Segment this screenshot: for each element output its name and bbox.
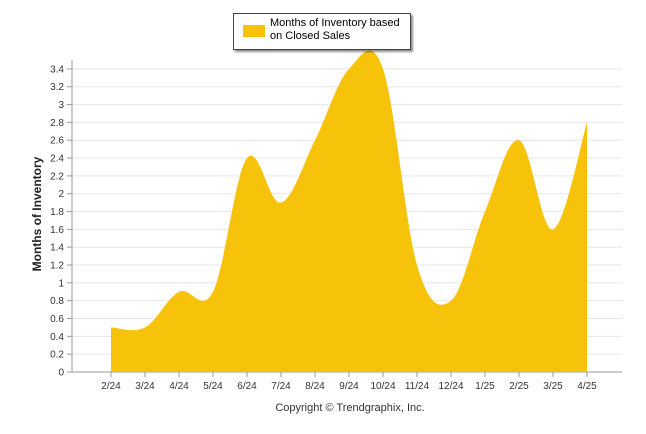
y-tick-label: 2 <box>58 189 64 200</box>
y-tick-label: 3 <box>58 100 64 111</box>
y-tick-label: 1 <box>58 278 64 289</box>
y-tick-label: 1.2 <box>50 261 64 272</box>
y-tick-label: 3.4 <box>50 64 64 75</box>
legend-label: Months of Inventory based on Closed Sale… <box>270 17 400 42</box>
legend-swatch <box>243 25 265 37</box>
y-tick-label: 0 <box>58 368 64 379</box>
x-tick-label: 6/24 <box>237 381 257 392</box>
y-tick-label: 2.6 <box>50 136 64 147</box>
y-tick-label: 0.2 <box>50 350 64 361</box>
y-tick-label: 1.4 <box>50 243 64 254</box>
x-tick-label: 1/25 <box>475 381 495 392</box>
legend: Months of Inventory based on Closed Sale… <box>233 13 411 50</box>
y-tick-label: 0.8 <box>50 296 64 307</box>
y-tick-label: 2.8 <box>50 118 64 129</box>
series-area <box>111 50 587 373</box>
x-tick-label: 8/24 <box>305 381 325 392</box>
y-tick-label: 2.2 <box>50 171 64 182</box>
x-tick-label: 7/24 <box>271 381 291 392</box>
y-tick-label: 1.8 <box>50 207 64 218</box>
x-tick-label: 4/25 <box>577 381 597 392</box>
x-tick-label: 2/24 <box>101 381 121 392</box>
y-tick-label: 3.2 <box>50 82 64 93</box>
x-tick-label: 2/25 <box>509 381 529 392</box>
x-tick-label: 3/24 <box>135 381 155 392</box>
y-tick-label: 0.4 <box>50 332 64 343</box>
x-tick-label: 3/25 <box>543 381 563 392</box>
x-tick-label: 12/24 <box>438 381 463 392</box>
y-tick-label: 2.4 <box>50 154 64 165</box>
y-tick-label: 1.6 <box>50 225 64 236</box>
y-tick-label: 0.6 <box>50 314 64 325</box>
x-tick-label: 9/24 <box>339 381 359 392</box>
y-axis-label: Months of Inventory <box>30 156 44 272</box>
x-tick-label: 11/24 <box>405 381 430 392</box>
x-tick-label: 10/24 <box>370 381 395 392</box>
x-tick-label: 5/24 <box>203 381 223 392</box>
copyright-text: Copyright © Trendgraphix, Inc. <box>275 402 425 414</box>
x-tick-label: 4/24 <box>169 381 189 392</box>
